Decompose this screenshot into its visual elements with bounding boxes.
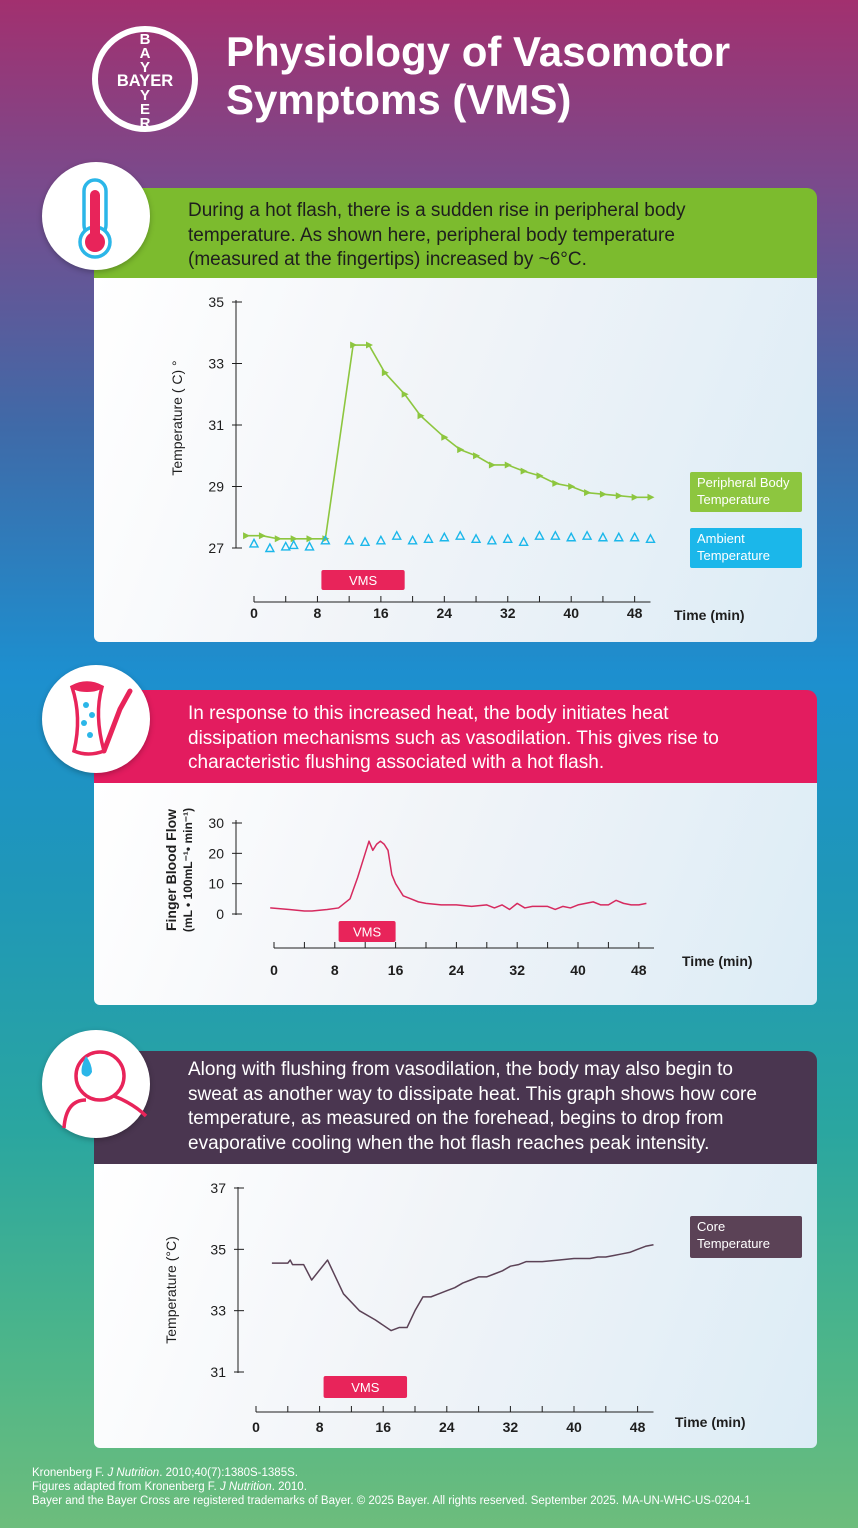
svg-text:A: A <box>140 45 151 62</box>
svg-text:Y: Y <box>140 59 150 76</box>
blood-vessel-icon <box>69 681 133 756</box>
section3-banner <box>94 1051 817 1164</box>
footer: Kronenberg F. J Nutrition. 2010;40(7):13… <box>32 1466 751 1508</box>
section1-icon-circle <box>42 162 150 270</box>
chart3-panel <box>94 1164 817 1448</box>
footer-citation: Kronenberg F. J Nutrition. 2010;40(7):13… <box>32 1467 298 1479</box>
section3-icon-circle <box>42 1030 150 1138</box>
section1-banner <box>94 188 817 278</box>
svg-text:R: R <box>140 115 151 132</box>
section2-banner <box>94 690 817 783</box>
section3-text: Along with flushing from vasodilation, t… <box>188 1059 757 1154</box>
sweating-person-icon <box>62 1050 148 1129</box>
chart2-panel <box>94 783 817 1005</box>
footer-adapted: Figures adapted from Kronenberg F. J Nut… <box>32 1481 307 1493</box>
page-title: Physiology of Vasomotor Symptoms (VMS) <box>226 28 731 123</box>
svg-text:E: E <box>140 101 150 118</box>
section2-text: In response to this increased heat, the … <box>188 703 719 773</box>
logo-text: BAYER <box>117 72 173 90</box>
bayer-logo: B A Y BAYER Y E R <box>92 26 198 132</box>
footer-legal: Bayer and the Bayer Cross are registered… <box>32 1495 751 1507</box>
thermometer-icon <box>78 178 112 259</box>
section1-text: During a hot flash, there is a sudden ri… <box>188 200 686 270</box>
chart1-panel <box>94 278 817 642</box>
logo-vertical-text: B <box>140 31 151 48</box>
svg-text:Y: Y <box>140 87 150 104</box>
section2-icon-circle <box>42 665 150 773</box>
